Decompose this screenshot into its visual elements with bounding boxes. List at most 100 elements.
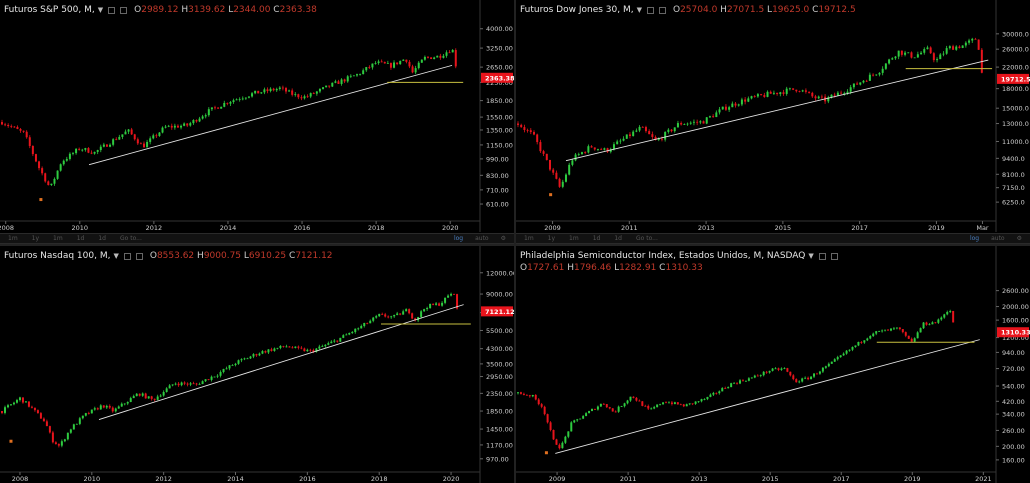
candle-body — [788, 88, 791, 90]
candle — [552, 429, 555, 441]
candle — [42, 417, 45, 422]
chevron-down-icon[interactable]: ▼ — [636, 6, 642, 14]
auto-toggle[interactable]: auto — [991, 235, 1005, 242]
goto-button[interactable]: Go to... — [636, 235, 658, 242]
candle — [121, 134, 124, 140]
range-1d[interactable]: 1d — [76, 235, 85, 242]
candle — [348, 332, 351, 336]
candle — [804, 88, 807, 94]
range-1m[interactable]: 1m — [524, 235, 534, 242]
candle — [593, 408, 596, 410]
sp500-chart[interactable]: 4000.00 3250.00 2650.00 2250.00 1850.00 1550.… — [0, 0, 514, 232]
candle-body — [306, 349, 309, 352]
range-1y[interactable]: 1y — [547, 235, 556, 242]
horizontal-divider[interactable] — [0, 244, 1030, 246]
chevron-down-icon[interactable]: ▼ — [113, 252, 119, 260]
candle — [673, 127, 676, 133]
candle-body — [374, 63, 377, 64]
settings-icon[interactable] — [818, 252, 826, 260]
range-1d-b[interactable]: 1d — [614, 235, 622, 242]
candle-body — [69, 429, 72, 433]
settings-icon[interactable] — [646, 6, 654, 14]
x-tick-label: 2020 — [442, 224, 459, 232]
candle-body — [945, 48, 948, 54]
candle-body — [782, 92, 785, 94]
close-icon[interactable] — [658, 6, 666, 14]
range-1m[interactable]: 1m — [8, 235, 18, 242]
symbol-title[interactable]: Philadelphia Semiconductor Index, Estado… — [520, 251, 806, 261]
candle — [753, 95, 756, 98]
close-icon[interactable] — [120, 6, 128, 14]
symbol-title[interactable]: Futuros S&P 500, M, — [4, 5, 95, 15]
candle-body — [779, 92, 782, 95]
dowjones-chart[interactable]: 30000.0 26000.0 22000.0 18000.0 15000.0 13000… — [516, 0, 1030, 232]
range-1m-b[interactable]: 1m — [53, 235, 63, 242]
candle-body — [519, 392, 522, 394]
candle-body — [71, 153, 74, 154]
candle — [102, 405, 105, 409]
nasdaq100-chart[interactable]: 12000.009000.007000.005500.004300.003500… — [0, 246, 514, 483]
candle-body — [616, 141, 619, 145]
candle-body — [820, 96, 823, 98]
candle — [333, 339, 336, 343]
candle — [331, 82, 334, 88]
chart-panel-semiconductor[interactable]: 2600.00 2000.00 1600.00 1200.00 940.00 720.00… — [516, 246, 1030, 483]
candle — [22, 130, 25, 133]
candle-body — [375, 316, 378, 318]
range-1m-b[interactable]: 1m — [569, 235, 579, 242]
candle-body — [186, 383, 189, 385]
candle — [93, 151, 96, 155]
settings-icon[interactable] — [123, 252, 131, 260]
candle-body — [377, 61, 380, 64]
goto-button[interactable]: Go to... — [120, 235, 142, 242]
candle — [741, 379, 744, 382]
chart-panel-dowjones[interactable]: 30000.0 26000.0 22000.0 18000.0 15000.0 13000… — [516, 0, 1030, 232]
candle — [129, 396, 132, 403]
candle-body — [691, 403, 694, 405]
candle — [534, 394, 537, 401]
candle-body — [78, 418, 81, 424]
auto-toggle[interactable]: auto — [475, 235, 489, 242]
candle — [788, 87, 791, 91]
candle — [44, 172, 47, 183]
chevron-down-icon[interactable]: ▼ — [808, 252, 814, 260]
candle — [750, 95, 753, 100]
settings-icon[interactable]: ⚙ — [500, 235, 506, 242]
candle — [531, 394, 534, 398]
candle — [670, 401, 673, 406]
candle-body — [517, 392, 519, 394]
candle — [673, 401, 676, 405]
candle-body — [318, 346, 321, 349]
range-1d[interactable]: 1d — [592, 235, 601, 242]
candle — [680, 121, 683, 126]
candle-body — [946, 311, 949, 315]
candle — [733, 382, 736, 384]
candle — [414, 65, 417, 75]
symbol-title[interactable]: Futuros Nasdaq 100, M, — [4, 251, 111, 261]
range-1y[interactable]: 1y — [31, 235, 40, 242]
settings-icon[interactable]: ⚙ — [1016, 235, 1022, 242]
candle-body — [386, 63, 389, 64]
candle — [238, 97, 241, 102]
close-icon[interactable] — [135, 252, 143, 260]
candle — [309, 348, 312, 352]
candle — [843, 91, 846, 96]
settings-icon[interactable] — [108, 6, 116, 14]
vertical-divider[interactable] — [514, 0, 516, 483]
symbol-title[interactable]: Futuros Dow Jones 30, M, — [520, 5, 634, 15]
chevron-down-icon[interactable]: ▼ — [97, 6, 104, 14]
close-icon[interactable] — [830, 252, 838, 260]
candle — [118, 134, 121, 140]
candle — [226, 102, 229, 106]
log-toggle[interactable]: log — [969, 235, 980, 242]
candle — [721, 106, 724, 110]
high-value: 9000.75 — [203, 251, 242, 261]
chart-panel-nasdaq100[interactable]: 12000.009000.007000.005500.004300.003500… — [0, 246, 514, 483]
chart-panel-sp500[interactable]: 4000.00 3250.00 2650.00 2250.00 1850.00 1550.… — [0, 0, 514, 232]
candle — [254, 90, 257, 95]
candle-body — [657, 138, 660, 140]
candle-body — [697, 401, 700, 403]
semiconductor-chart[interactable]: 2600.00 2000.00 1600.00 1200.00 940.00 720.00… — [516, 246, 1030, 483]
log-toggle[interactable]: log — [453, 235, 464, 242]
range-1d-b[interactable]: 1d — [98, 235, 106, 242]
